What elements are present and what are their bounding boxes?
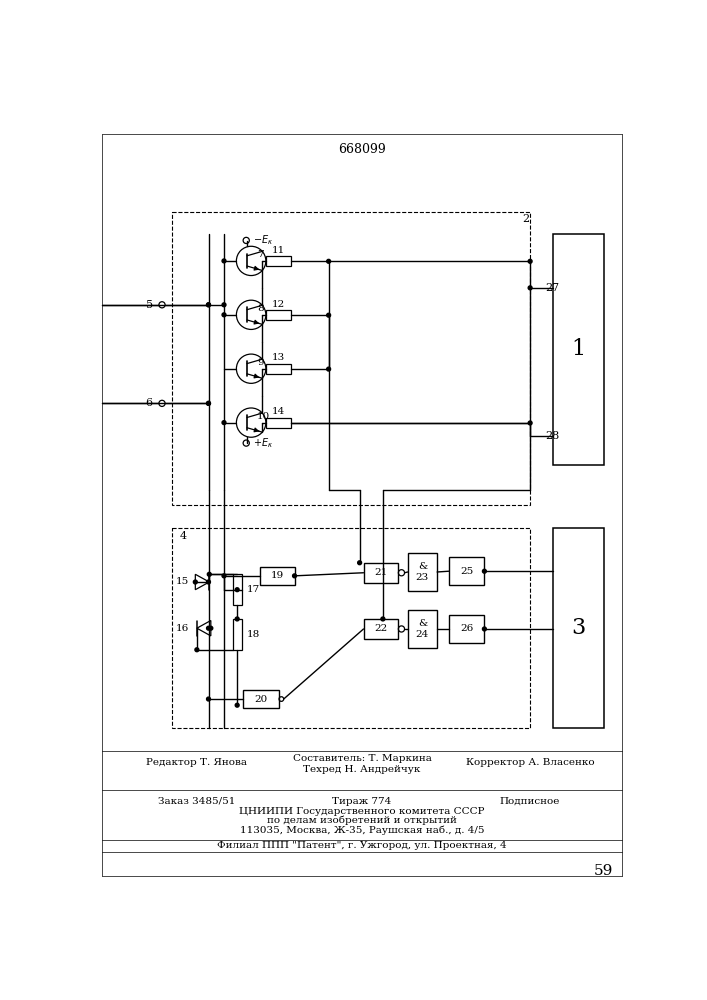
Bar	[449, 557, 484, 585]
Text: 3: 3	[571, 617, 585, 639]
Text: Корректор А. Власенко: Корректор А. Власенко	[466, 758, 595, 767]
Circle shape	[293, 574, 296, 578]
Text: &
23: & 23	[416, 562, 429, 582]
Text: по делам изобретений и открытий: по делам изобретений и открытий	[267, 816, 457, 825]
Circle shape	[235, 617, 239, 621]
Circle shape	[206, 626, 211, 630]
Text: 14: 14	[271, 407, 285, 416]
Circle shape	[209, 626, 213, 630]
Text: 6: 6	[146, 398, 153, 408]
Circle shape	[206, 303, 211, 307]
Text: 25: 25	[460, 567, 473, 576]
Text: 7: 7	[257, 250, 264, 259]
Bar	[408, 553, 437, 591]
Text: 12: 12	[271, 300, 285, 309]
Text: 27: 27	[546, 283, 560, 293]
Text: 21: 21	[374, 568, 387, 577]
Bar	[233, 619, 242, 650]
Circle shape	[194, 580, 197, 584]
Text: Техред Н. Андрейчук: Техред Н. Андрейчук	[303, 765, 421, 774]
Circle shape	[222, 313, 226, 317]
Circle shape	[206, 580, 211, 584]
Circle shape	[358, 561, 361, 565]
Circle shape	[222, 574, 226, 578]
Text: Подписное: Подписное	[500, 797, 561, 806]
Text: 26: 26	[460, 624, 473, 633]
Text: 15: 15	[176, 578, 189, 586]
Circle shape	[207, 572, 211, 576]
Bar	[408, 610, 437, 648]
Text: 11: 11	[271, 246, 285, 255]
Text: 9: 9	[257, 358, 264, 367]
Text: 668099: 668099	[338, 143, 386, 156]
Circle shape	[528, 421, 532, 425]
Bar	[266, 364, 291, 374]
Text: 20: 20	[255, 695, 268, 704]
Text: Тираж 774: Тираж 774	[332, 797, 392, 806]
Circle shape	[381, 617, 385, 621]
Text: ЦНИИПИ Государственного комитета СССР: ЦНИИПИ Государственного комитета СССР	[239, 807, 485, 816]
Text: Редактор Т. Янова: Редактор Т. Янова	[146, 758, 247, 767]
Text: 8: 8	[257, 304, 264, 313]
Bar	[266, 310, 291, 320]
Text: 18: 18	[247, 630, 259, 639]
Circle shape	[222, 303, 226, 307]
Bar	[363, 563, 397, 583]
Text: 5: 5	[146, 300, 153, 310]
Circle shape	[206, 697, 211, 701]
Circle shape	[482, 569, 486, 573]
Circle shape	[528, 286, 532, 290]
Text: Заказ 3485/51: Заказ 3485/51	[158, 797, 235, 806]
Bar	[554, 528, 604, 728]
Bar	[266, 418, 291, 428]
Circle shape	[206, 303, 211, 307]
Circle shape	[195, 648, 199, 652]
Bar	[260, 567, 295, 585]
Circle shape	[528, 259, 532, 263]
Bar	[363, 619, 397, 639]
Text: $-E_\kappa$: $-E_\kappa$	[253, 234, 274, 247]
Bar	[449, 615, 484, 643]
Bar	[172, 528, 530, 728]
Text: Филиал ППП "Патент", г. Ужгород, ул. Проектная, 4: Филиал ППП "Патент", г. Ужгород, ул. Про…	[217, 841, 507, 850]
Circle shape	[206, 401, 211, 405]
Text: 13: 13	[271, 353, 285, 362]
Text: $+E_\kappa$: $+E_\kappa$	[253, 436, 274, 450]
Circle shape	[482, 627, 486, 631]
Text: 22: 22	[374, 624, 387, 633]
Circle shape	[327, 313, 331, 317]
Text: 17: 17	[247, 585, 259, 594]
Circle shape	[222, 421, 226, 425]
Text: 4: 4	[180, 531, 187, 541]
Text: 10: 10	[257, 412, 270, 421]
Text: 59: 59	[594, 864, 614, 878]
Text: &
24: & 24	[416, 619, 429, 639]
Bar	[243, 690, 279, 708]
Text: 16: 16	[176, 624, 189, 633]
Text: 19: 19	[271, 571, 284, 580]
Circle shape	[222, 259, 226, 263]
Circle shape	[235, 588, 239, 592]
Circle shape	[327, 367, 331, 371]
Text: 2: 2	[522, 214, 530, 224]
Circle shape	[206, 401, 211, 405]
Bar	[172, 212, 530, 505]
Circle shape	[235, 703, 239, 707]
Bar	[233, 574, 242, 605]
Text: 28: 28	[546, 431, 560, 441]
Bar	[266, 256, 291, 266]
Text: Составитель: Т. Маркина: Составитель: Т. Маркина	[293, 754, 431, 763]
Circle shape	[327, 259, 331, 263]
Text: 113035, Москва, Ж-35, Раушская наб., д. 4/5: 113035, Москва, Ж-35, Раушская наб., д. …	[240, 825, 484, 835]
Text: 1: 1	[571, 338, 585, 360]
Bar	[554, 234, 604, 465]
